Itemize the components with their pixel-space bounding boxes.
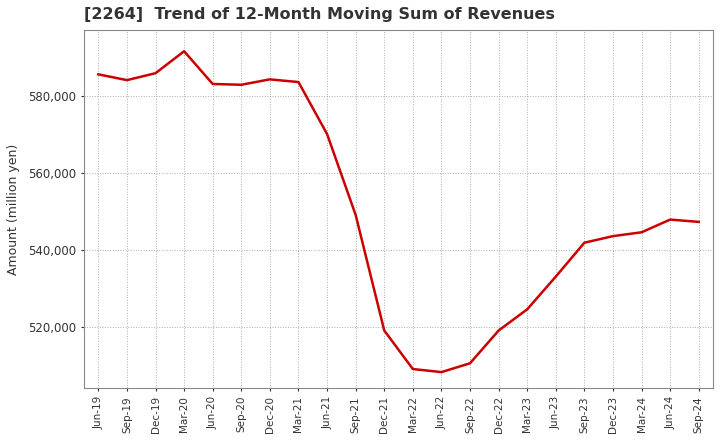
Text: [2264]  Trend of 12-Month Moving Sum of Revenues: [2264] Trend of 12-Month Moving Sum of R… bbox=[84, 7, 555, 22]
Y-axis label: Amount (million yen): Amount (million yen) bbox=[7, 143, 20, 275]
